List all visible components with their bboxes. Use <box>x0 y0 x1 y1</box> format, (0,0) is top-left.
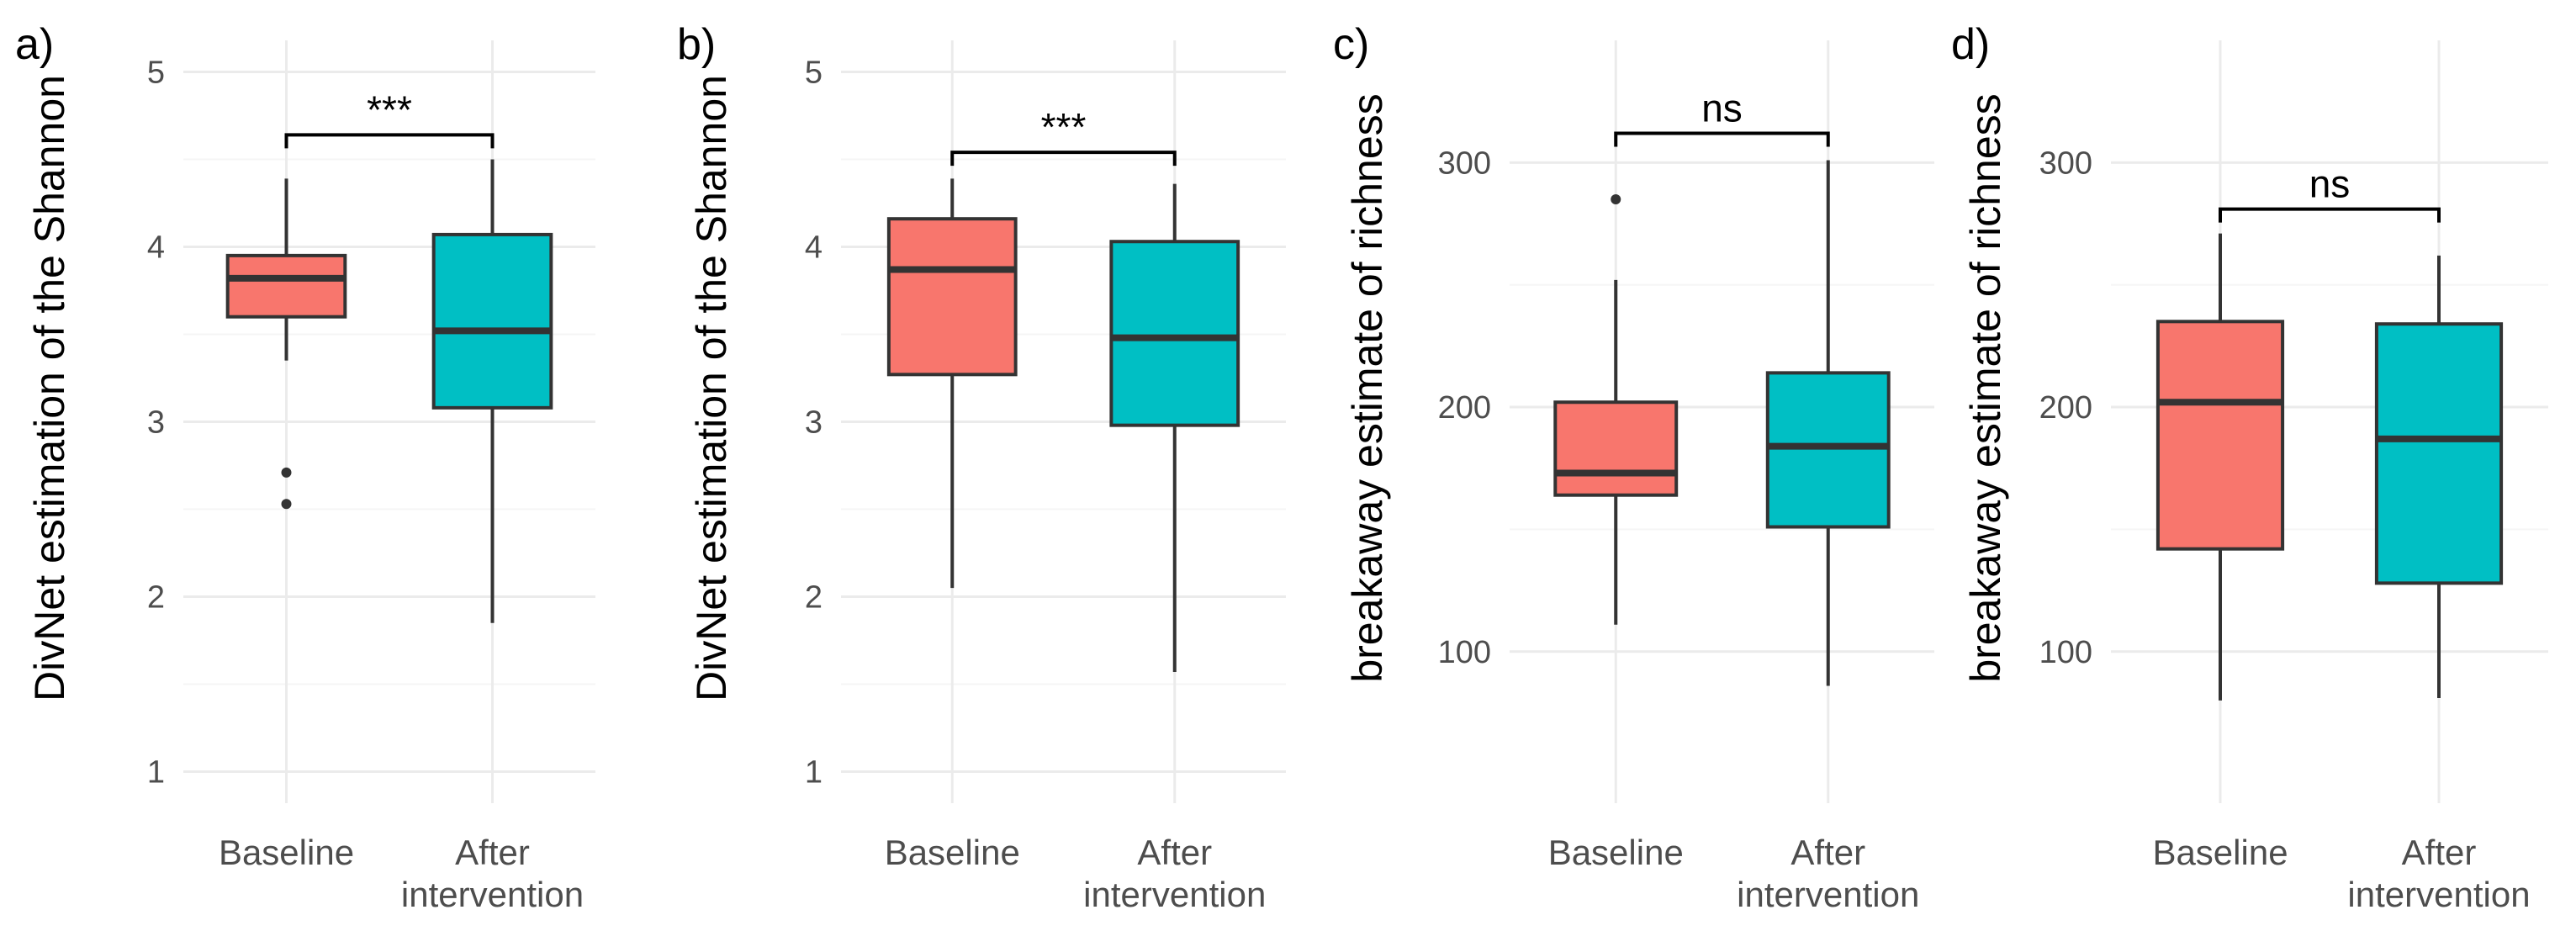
y-tick-label: 5 <box>147 55 165 90</box>
panel-1: 1 2 3 4 5 DivNet estimation of the Shannon a) B… <box>15 20 595 914</box>
box-after-intervention <box>1109 183 1240 672</box>
y-tick-label: 200 <box>2039 390 2092 426</box>
y-tick-label: 1 <box>147 755 165 791</box>
y-tick-label: 100 <box>2039 635 2092 670</box>
significance-bracket <box>1614 131 1830 147</box>
y-axis-label: DivNet estimation of the Shannon <box>688 75 735 701</box>
significance-label: ns <box>1701 86 1743 130</box>
x-tick-label: Baseline <box>1548 833 1684 872</box>
x-tick-label: After intervention <box>1737 833 1919 914</box>
y-tick-label: 2 <box>805 580 823 616</box>
box-after-intervention <box>1765 160 1891 686</box>
panel-2: 1 2 3 4 5 DivNet estimation of the Shannon b) B… <box>677 20 1286 914</box>
box-iqr <box>2155 320 2285 551</box>
y-tick-label: 5 <box>805 55 823 90</box>
y-tick-label: 300 <box>2039 145 2092 181</box>
y-axis-label: breakaway estimate of richness <box>1962 93 2009 682</box>
y-tick-label: 4 <box>805 230 823 265</box>
panel-label: a) <box>15 20 54 69</box>
box-iqr <box>1109 240 1240 427</box>
box-baseline <box>886 178 1018 589</box>
box-baseline <box>2155 233 2285 701</box>
significance-bracket <box>284 133 495 149</box>
x-tick-label: Baseline <box>2152 833 2288 872</box>
x-tick-label: Baseline <box>885 833 1020 872</box>
box-baseline <box>225 178 347 510</box>
panel-label: b) <box>677 20 716 69</box>
outlier-point <box>281 467 292 478</box>
x-tick-label: After intervention <box>2347 833 2530 914</box>
y-tick-label: 2 <box>147 580 165 616</box>
box-after-intervention <box>2374 255 2504 698</box>
box-iqr <box>1553 400 1679 497</box>
box-iqr <box>431 232 553 410</box>
x-tick-label: After intervention <box>401 833 584 914</box>
x-tick-label: After intervention <box>1083 833 1266 914</box>
box-iqr <box>225 253 347 319</box>
significance-label: *** <box>367 87 412 131</box>
panel-label: c) <box>1333 20 1369 69</box>
y-tick-label: 300 <box>1438 145 1491 181</box>
significance-bracket <box>950 151 1177 167</box>
significance-bracket <box>2219 207 2441 223</box>
panel-4: 100 200 300 breakaway estimate of richness d… <box>1951 20 2548 914</box>
y-tick-label: 1 <box>805 755 823 791</box>
y-tick-label: 3 <box>147 405 165 441</box>
panel-label: d) <box>1951 20 1990 69</box>
x-tick-label: Baseline <box>219 833 354 872</box>
box-iqr <box>2374 322 2504 585</box>
significance-label: *** <box>1041 105 1087 149</box>
outlier-point <box>1611 193 1621 204</box>
box-iqr <box>1765 371 1891 529</box>
y-axis-label: DivNet estimation of the Shannon <box>26 75 73 701</box>
box-iqr <box>886 217 1018 377</box>
y-tick-label: 4 <box>147 230 165 265</box>
panel-3: 100 200 300 breakaway estimate of richness c… <box>1333 20 1934 914</box>
y-tick-label: 100 <box>1438 635 1491 670</box>
y-axis-label: breakaway estimate of richness <box>1344 93 1391 682</box>
box-after-intervention <box>431 159 553 623</box>
outlier-point <box>281 499 292 510</box>
y-tick-label: 200 <box>1438 390 1491 426</box>
y-tick-label: 3 <box>805 405 823 441</box>
significance-label: ns <box>2309 162 2351 206</box>
box-baseline <box>1553 193 1679 625</box>
